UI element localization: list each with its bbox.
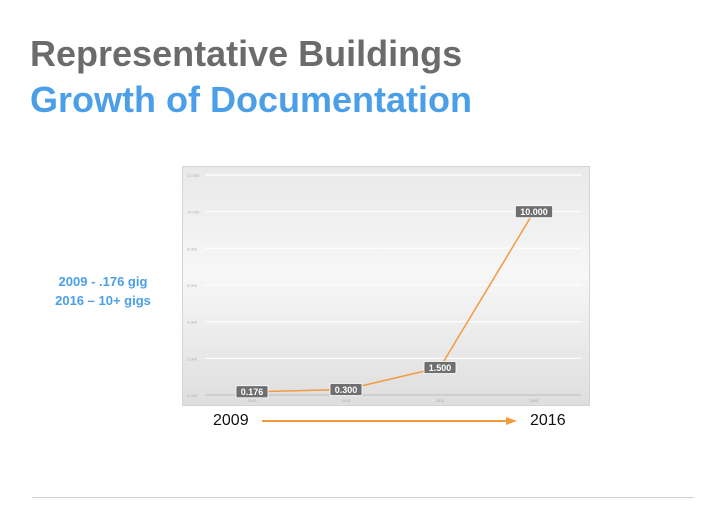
chart-area: 0.000 2.000 4.000 6.000 8.000 10.000 12.000 201… — [182, 166, 590, 406]
data-label: 1.500 — [429, 363, 452, 373]
timeline-arrow-head — [506, 417, 517, 425]
data-label-box — [235, 385, 269, 399]
x-tick-label: 2005 — [530, 398, 540, 403]
timeline-end-year: 2016 — [530, 412, 566, 429]
note-2009: 2009 - .176 gig — [58, 274, 148, 289]
y-tick-label: 6.000 — [187, 283, 198, 288]
slide-title: Representative Buildings — [30, 33, 463, 74]
x-tick-label: 2010 — [248, 398, 258, 403]
size-notes: 2009 - .176 gig 2016 – 10+ gigs — [28, 272, 178, 310]
y-tick-label: 10.000 — [187, 210, 200, 215]
y-tick-label: 2.000 — [187, 356, 198, 361]
data-label: 10.000 — [520, 207, 548, 217]
footer-divider — [32, 497, 694, 498]
note-2016: 2016 – 10+ gigs — [55, 293, 151, 308]
y-tick-label: 8.000 — [187, 246, 198, 251]
x-tick-label: 2012 — [342, 398, 352, 403]
timeline-start-year: 2009 — [213, 412, 249, 429]
data-label-box — [329, 383, 363, 396]
data-label-box — [423, 361, 457, 374]
data-label: 0.176 — [241, 387, 264, 397]
y-tick-label: 12.000 — [187, 173, 200, 178]
slide-subtitle: Growth of Documentation — [30, 79, 472, 120]
data-label-box — [514, 205, 553, 219]
x-tick-label: 2011 — [436, 398, 445, 403]
data-label: 0.300 — [335, 385, 358, 395]
y-tick-label: 4.000 — [187, 320, 198, 325]
line-chart: 0.000 2.000 4.000 6.000 8.000 10.000 12.000 201… — [187, 173, 581, 403]
timeline-arrow — [262, 417, 517, 425]
y-tick-label: 0.000 — [187, 393, 198, 398]
series-line — [251, 211, 535, 393]
